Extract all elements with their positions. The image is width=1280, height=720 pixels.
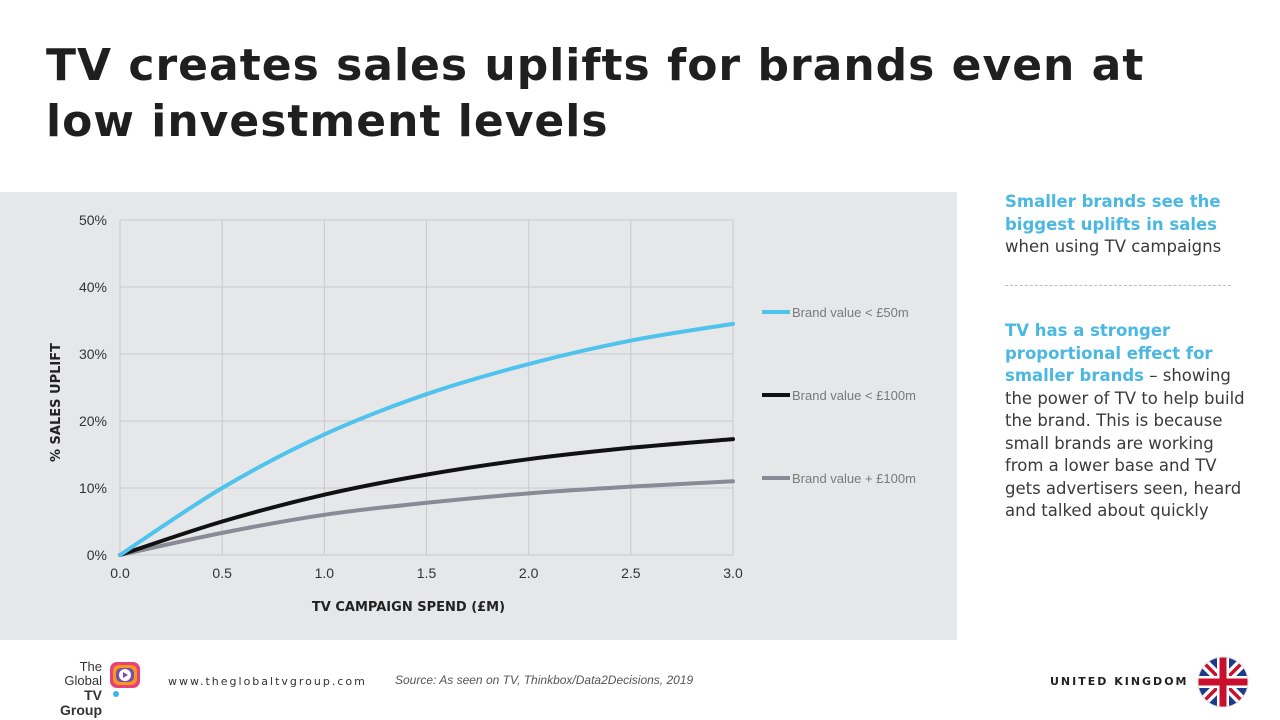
sidebar-divider bbox=[1005, 285, 1231, 286]
x-axis-title: TV CAMPAIGN SPEND (£M) bbox=[312, 600, 505, 615]
legend-label: Brand value + £100m bbox=[792, 471, 916, 486]
country-label: UNITED KINGDOM bbox=[1050, 675, 1189, 688]
sidebar-block-1: Smaller brands see the biggest uplifts i… bbox=[1005, 191, 1245, 259]
logo-line-1: The bbox=[79, 659, 102, 674]
x-tick-label: 2.0 bbox=[519, 565, 539, 581]
sidebar-block-2-text: – showing the power of TV to help build … bbox=[1005, 366, 1245, 520]
sales-uplift-chart: 0.0 0.5 1.0 1.5 2.0 2.5 3.0 0% 10% 20% 30% 40% 50% TV… bbox=[49, 212, 916, 615]
y-tick-label: 10% bbox=[79, 480, 107, 496]
x-tick-label: 0.0 bbox=[110, 565, 130, 581]
x-tick-label: 3.0 bbox=[723, 565, 743, 581]
x-tick-label: 2.5 bbox=[621, 565, 641, 581]
source-note: Source: As seen on TV, Thinkbox/Data2Dec… bbox=[395, 673, 694, 687]
play-button-logo-icon bbox=[110, 662, 140, 697]
legend-label: Brand value < £100m bbox=[792, 388, 916, 403]
y-tick-label: 30% bbox=[79, 346, 107, 362]
series-line-1 bbox=[118, 321, 735, 557]
y-axis-title: % SALES UPLIFT bbox=[49, 343, 64, 462]
page-title: TV creates sales uplifts for brands even… bbox=[46, 40, 1145, 147]
series-line-2 bbox=[118, 437, 735, 557]
global-tv-group-logo: The Global TV Group bbox=[58, 660, 148, 717]
y-tick-label: 50% bbox=[79, 212, 107, 228]
y-tick-label: 20% bbox=[79, 413, 107, 429]
sidebar-block-2: TV has a stronger proportional effect fo… bbox=[1005, 320, 1245, 523]
logo-line-3: TV Group bbox=[60, 687, 102, 718]
series-line-3 bbox=[118, 479, 735, 557]
sidebar-block-1-highlight: Smaller brands see the biggest uplifts i… bbox=[1005, 192, 1221, 234]
sidebar-block-2-highlight: TV has a stronger proportional effect fo… bbox=[1005, 321, 1213, 385]
x-tick-label: 0.5 bbox=[212, 565, 232, 581]
logo-line-2: Global bbox=[64, 673, 102, 688]
logo-wordmark: The Global TV Group bbox=[58, 660, 102, 718]
y-tick-label: 40% bbox=[79, 279, 107, 295]
sidebar-block-1-text: when using TV campaigns bbox=[1005, 237, 1222, 256]
legend-label: Brand value < £50m bbox=[792, 305, 909, 320]
uk-flag-icon bbox=[1197, 656, 1249, 708]
y-tick-label: 0% bbox=[87, 547, 107, 563]
x-tick-label: 1.5 bbox=[417, 565, 437, 581]
website-url[interactable]: www.theglobaltvgroup.com bbox=[168, 675, 367, 688]
x-tick-label: 1.0 bbox=[315, 565, 335, 581]
